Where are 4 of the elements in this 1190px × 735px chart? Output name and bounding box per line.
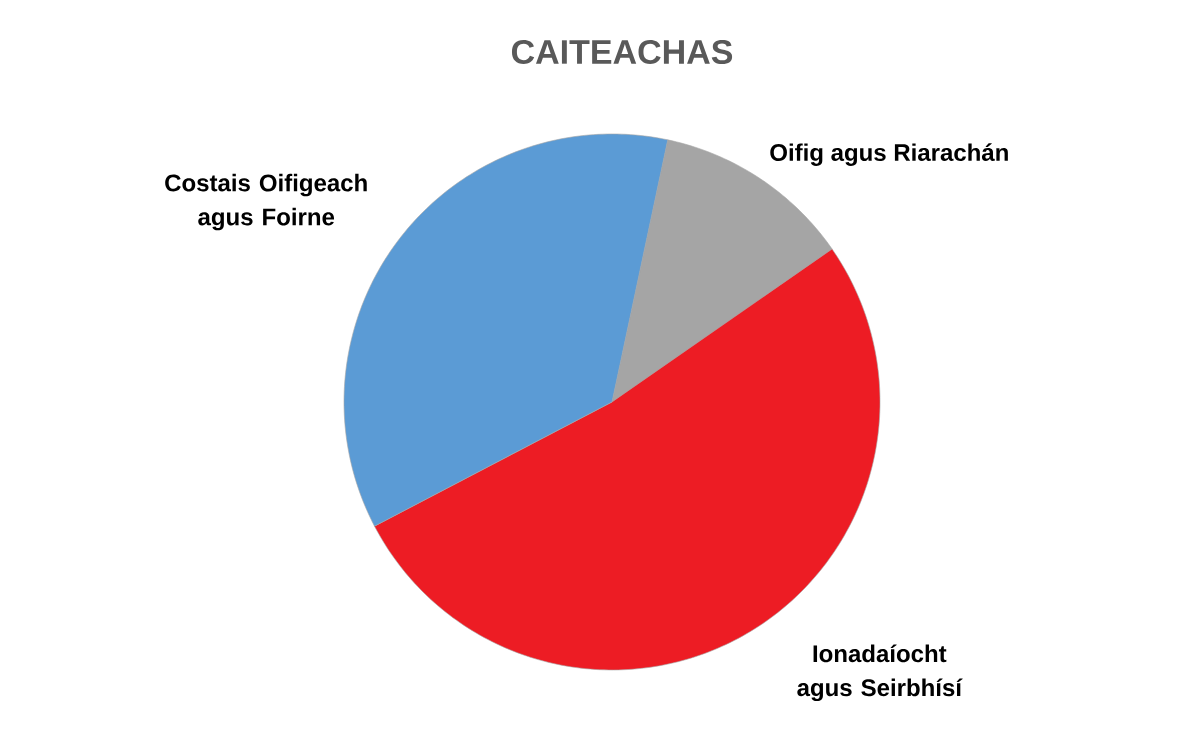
slice-label: Oifig agus Riarachán (770, 143, 1008, 166)
chart-title: CAITEACHAS (511, 39, 733, 65)
slice-label: Ionadaíocht agus Seirbhísí (797, 644, 963, 702)
slice-label: Costais Oifigeach agus Foirne (165, 173, 367, 231)
